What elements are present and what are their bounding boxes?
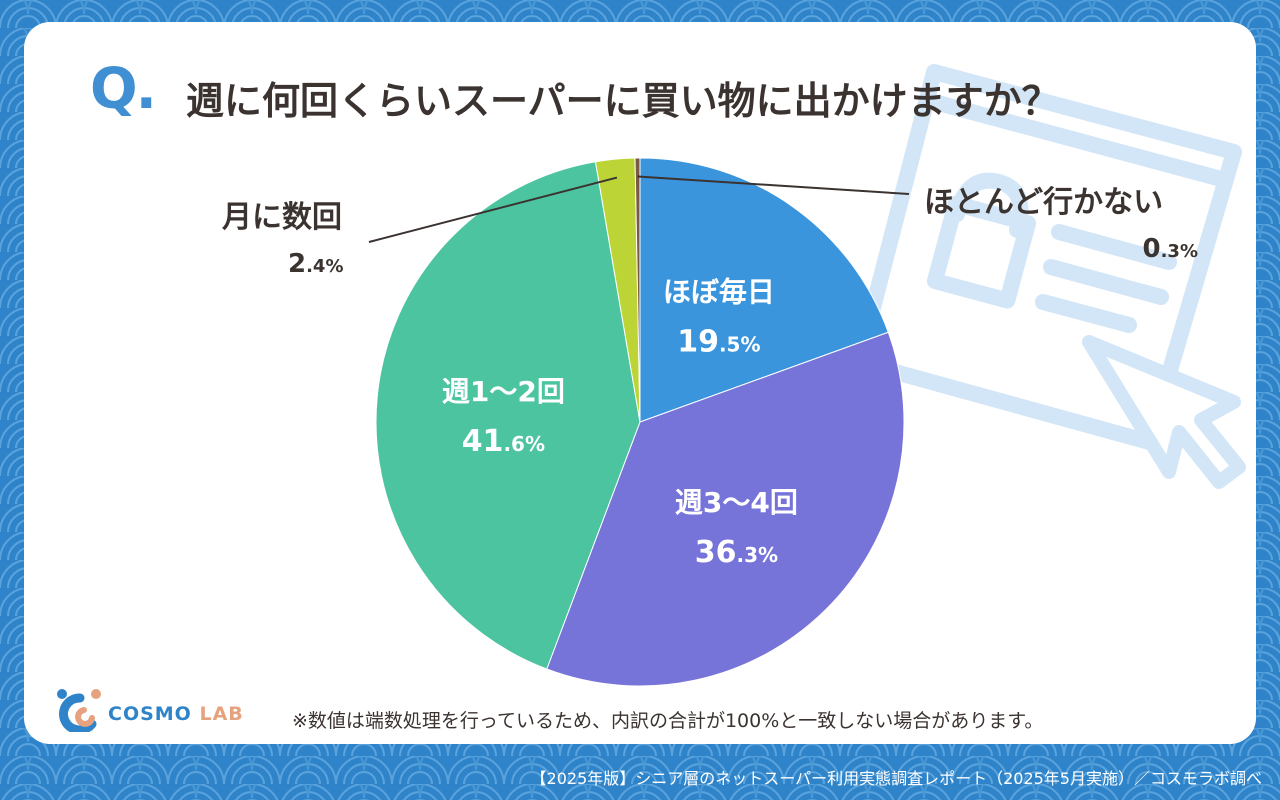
slice-label: 週3〜4回 <box>675 486 798 519</box>
pie-slice <box>375 161 641 670</box>
logo-name: COSMO <box>108 703 192 725</box>
slice-value: 36.3% <box>695 535 778 570</box>
slice-label: ほぼ毎日 <box>663 276 775 309</box>
cosmo-lab-logo-icon <box>57 689 101 732</box>
pie-slice <box>546 331 905 687</box>
slice-value: 0.3% <box>1143 234 1199 264</box>
pie-slice <box>639 157 889 423</box>
slice-label: 月に数回 <box>222 200 342 235</box>
slice-label: 週1〜2回 <box>442 375 565 408</box>
logo-suffix: LAB <box>199 703 244 725</box>
question-mark: Q. <box>90 57 157 122</box>
slice-value: 2.4% <box>288 249 344 279</box>
footnote: ※数値は端数処理を行っているため、内訳の合計が100%と一致しない場合があります… <box>292 710 1044 732</box>
leader-line <box>368 176 618 243</box>
source-credit: 【2025年版】シニア層のネットスーパー利用実態調査レポート（2025年5月実施… <box>530 769 1262 788</box>
logo-wordmark: COSMO LAB <box>108 703 244 725</box>
page-title: 週に何回くらいスーパーに買い物に出かけますか？ <box>186 79 1060 123</box>
leader-line <box>637 175 910 195</box>
cursor-icon <box>1082 335 1246 489</box>
pie-slice <box>634 157 641 423</box>
slice-value: 41.6% <box>462 424 545 459</box>
content-card: Q. 週に何回くらいスーパーに買い物に出かけますか？ ほぼ毎日 19.5% 週3〜4… <box>24 22 1256 744</box>
pie-chart: ほぼ毎日 19.5% 週3〜4回 36.3% 週1〜2回 41.6% 月に数回 2.4% ほとん… <box>222 157 1199 687</box>
slice-label: ほとんど行かない <box>924 185 1163 220</box>
slice-value: 19.5% <box>677 325 760 360</box>
online-shopping-illustration <box>851 64 1246 489</box>
